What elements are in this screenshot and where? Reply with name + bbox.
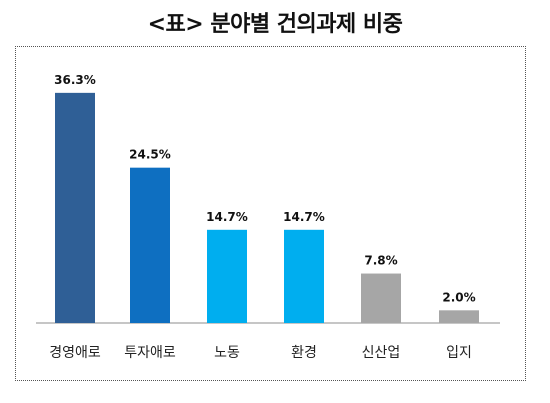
value-label-0: 36.3% [54, 73, 96, 87]
value-label-5: 2.0% [442, 290, 475, 304]
bar-4 [361, 273, 401, 323]
bar-5 [439, 310, 479, 323]
bar-2 [207, 229, 247, 323]
category-label-4: 신산업 [362, 345, 401, 361]
value-label-1: 24.5% [129, 148, 171, 162]
category-label-2: 노동 [214, 345, 240, 361]
value-label-2: 14.7% [206, 210, 248, 224]
category-label-3: 환경 [291, 345, 317, 361]
chart-frame [15, 46, 526, 381]
value-label-3: 14.7% [283, 210, 325, 224]
category-label-1: 투자애로 [124, 345, 176, 361]
bar-0 [55, 92, 95, 323]
category-label-5: 입지 [446, 345, 472, 361]
value-label-4: 7.8% [364, 254, 397, 268]
category-label-0: 경영애로 [49, 345, 101, 361]
bar-3 [284, 229, 324, 323]
bar-1 [130, 167, 170, 323]
chart-title: <표> 분야별 건의과제 비중 [147, 12, 403, 37]
